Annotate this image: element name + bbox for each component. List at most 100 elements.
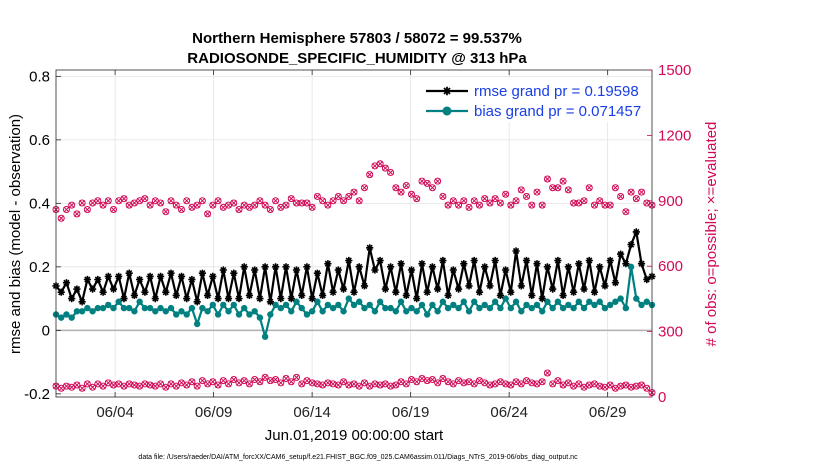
rmse-point bbox=[261, 263, 269, 271]
obs-count-point bbox=[622, 208, 630, 216]
obs-evaluated-marker bbox=[68, 384, 75, 391]
rmse-point bbox=[136, 275, 144, 284]
obs-evaluated-marker bbox=[460, 197, 467, 204]
obs-count-point bbox=[502, 190, 510, 198]
obs-possible-marker bbox=[585, 184, 593, 192]
obs-possible-marker bbox=[559, 177, 567, 185]
obs-evaluated-marker bbox=[330, 380, 337, 387]
obs-count-point bbox=[465, 203, 473, 211]
obs-count-point bbox=[57, 214, 65, 222]
obs-count-point-low bbox=[157, 380, 165, 388]
bias-point bbox=[267, 311, 274, 318]
rmse-point bbox=[413, 295, 421, 303]
obs-evaluated-marker bbox=[68, 202, 75, 209]
obs-evaluated-marker bbox=[539, 378, 546, 385]
obs-count-point bbox=[141, 195, 149, 203]
rmse-point bbox=[130, 291, 138, 299]
obs-evaluated-marker bbox=[136, 383, 143, 390]
obs-evaluated-marker bbox=[361, 379, 368, 386]
obs-evaluated-marker bbox=[147, 382, 154, 388]
obs-possible-marker bbox=[455, 201, 463, 209]
obs-possible-marker bbox=[292, 199, 300, 207]
bias-point bbox=[497, 304, 504, 312]
obs-possible-marker bbox=[371, 380, 379, 388]
obs-evaluated-marker bbox=[398, 189, 405, 196]
bias-point bbox=[204, 308, 211, 315]
obs-count-point bbox=[162, 208, 170, 216]
rmse-point bbox=[428, 263, 436, 271]
obs-evaluated-marker bbox=[492, 195, 499, 202]
bias-point bbox=[523, 301, 530, 309]
obs-possible-marker bbox=[575, 380, 583, 388]
rmse-point bbox=[554, 256, 562, 265]
obs-count-point bbox=[617, 192, 625, 200]
obs-evaluated-marker bbox=[455, 377, 462, 384]
obs-evaluated-marker bbox=[162, 208, 169, 215]
obs-evaluated-marker bbox=[507, 382, 514, 388]
x-tick-label: 06/29 bbox=[589, 404, 627, 421]
obs-count-point bbox=[329, 197, 337, 205]
obs-count-point bbox=[632, 195, 640, 203]
obs-evaluated-marker bbox=[638, 189, 645, 196]
obs-evaluated-marker bbox=[314, 193, 321, 200]
obs-possible-marker bbox=[413, 195, 421, 203]
y-right-tick-label: 900 bbox=[658, 193, 683, 210]
obs-count-point bbox=[523, 192, 531, 200]
obs-evaluated-marker bbox=[272, 376, 279, 383]
chart-title: Northern Hemisphere 57803 / 58072 = 99.5… bbox=[192, 30, 522, 47]
rmse-point bbox=[345, 256, 353, 265]
obs-evaluated-marker bbox=[115, 380, 122, 387]
obs-evaluated-marker bbox=[586, 184, 593, 191]
obs-count-point bbox=[627, 188, 635, 196]
bias-point bbox=[465, 308, 473, 315]
bias-point bbox=[476, 304, 483, 312]
obs-count-point-low bbox=[402, 380, 410, 388]
obs-count-point bbox=[303, 199, 311, 207]
obs-count-point bbox=[538, 201, 546, 209]
obs-count-point bbox=[94, 197, 102, 205]
bias-point bbox=[350, 301, 358, 309]
rmse-point bbox=[235, 295, 243, 303]
data-file-footnote: data file: /Users/raeder/DAI/ATM_forcXX/… bbox=[138, 454, 578, 461]
rmse-point bbox=[418, 260, 426, 268]
obs-count-point bbox=[198, 197, 206, 205]
obs-possible-marker bbox=[78, 384, 86, 392]
rmse-point bbox=[272, 263, 280, 271]
obs-evaluated-marker bbox=[497, 200, 504, 206]
x-tick-label: 06/24 bbox=[490, 404, 528, 421]
rmse-point bbox=[596, 263, 604, 271]
bias-point bbox=[575, 298, 583, 305]
obs-possible-marker bbox=[580, 197, 588, 205]
bias-point bbox=[235, 311, 243, 318]
obs-possible-marker bbox=[538, 378, 546, 386]
obs-count-point-low bbox=[162, 383, 170, 391]
obs-possible-marker bbox=[313, 380, 321, 388]
obs-evaluated-marker bbox=[340, 197, 347, 204]
obs-evaluated-marker bbox=[392, 184, 399, 191]
bias-point bbox=[261, 333, 269, 340]
rmse-point bbox=[580, 285, 588, 293]
obs-possible-marker bbox=[251, 201, 259, 209]
obs-possible-marker bbox=[193, 201, 201, 209]
obs-evaluated-marker bbox=[178, 379, 185, 386]
bias-point bbox=[193, 320, 201, 328]
rmse-point bbox=[209, 272, 217, 280]
rmse-point bbox=[303, 263, 311, 271]
obs-possible-marker bbox=[617, 192, 625, 200]
obs-evaluated-marker bbox=[408, 191, 415, 198]
bias-point bbox=[73, 308, 81, 315]
obs-count-point-low bbox=[528, 379, 536, 387]
rmse-point bbox=[78, 298, 86, 306]
obs-count-point bbox=[110, 206, 118, 214]
obs-possible-marker bbox=[198, 197, 206, 205]
bias-point bbox=[335, 301, 342, 309]
obs-count-point-low bbox=[392, 381, 400, 389]
obs-evaluated-marker bbox=[387, 383, 394, 390]
obs-possible-marker bbox=[230, 199, 238, 207]
obs-possible-marker bbox=[643, 384, 651, 392]
obs-possible-marker bbox=[434, 177, 442, 185]
obs-possible-marker bbox=[313, 192, 321, 200]
obs-evaluated-marker bbox=[481, 379, 488, 386]
obs-evaluated-marker bbox=[612, 184, 619, 191]
obs-evaluated-marker bbox=[424, 377, 431, 384]
